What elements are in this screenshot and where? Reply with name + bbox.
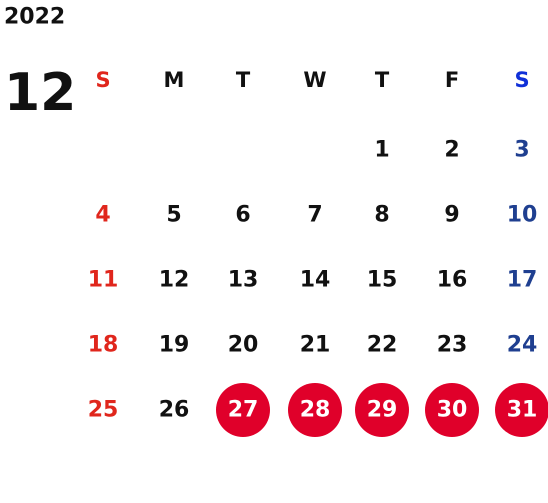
day: 7 [307,203,322,228]
day: 5 [166,203,181,228]
weekday-label: S [95,68,110,92]
weekday-label: M [164,68,185,92]
day: 22 [367,333,398,358]
day: 17 [507,268,538,293]
day: 15 [367,268,398,293]
day: 27 [228,398,259,423]
day: 24 [507,333,538,358]
day: 25 [88,398,119,423]
day: 21 [300,333,331,358]
day: 9 [444,203,459,228]
day: 23 [437,333,468,358]
day: 3 [514,138,529,163]
day: 1 [374,138,389,163]
day: 11 [88,268,119,293]
highlight-circle [355,383,409,437]
day: 31 [507,398,538,423]
weekday-label: T [236,68,251,92]
day: 13 [228,268,259,293]
day: 20 [228,333,259,358]
day: 2 [444,138,459,163]
day: 18 [88,333,119,358]
day: 19 [159,333,190,358]
day: 16 [437,268,468,293]
highlight-circle [216,383,270,437]
year: 2022 [4,5,65,30]
day: 10 [507,203,538,228]
day: 28 [300,398,331,423]
day: 29 [367,398,398,423]
day: 14 [300,268,331,293]
weekday-label: S [514,68,529,92]
month: 12 [4,63,76,123]
day: 26 [159,398,190,423]
highlight-circle [425,383,479,437]
day: 30 [437,398,468,423]
weekday-label: W [303,68,326,92]
highlight-circle [288,383,342,437]
highlight-circle [495,383,548,437]
weekday-label: T [375,68,390,92]
day: 12 [159,268,190,293]
day: 6 [235,203,250,228]
day: 4 [95,203,110,228]
weekday-label: F [445,68,459,92]
day: 8 [374,203,389,228]
